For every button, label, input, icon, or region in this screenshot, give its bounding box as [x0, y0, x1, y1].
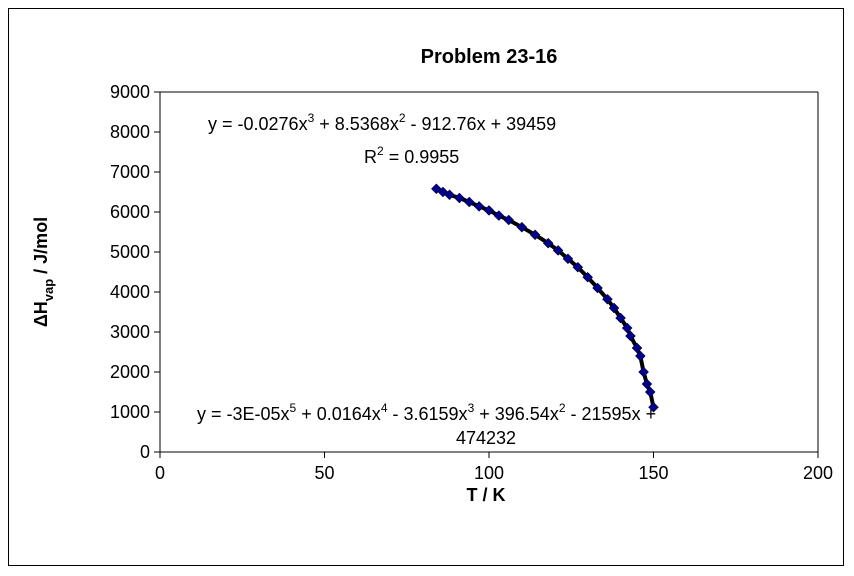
trendline-quintic-equation-line2: 474232	[456, 428, 516, 448]
data-point	[454, 192, 465, 204]
y-tick-label: 4000	[110, 282, 150, 302]
data-point	[648, 401, 659, 413]
data-point	[542, 237, 554, 249]
x-axis-label: T / K	[467, 485, 506, 505]
data-point	[529, 229, 541, 241]
y-axis-label-sub: vap	[41, 279, 56, 301]
x-tick-label: 0	[155, 463, 165, 483]
data-point	[493, 210, 505, 221]
y-ticks: 0 1000 2000 3000 4000 5000 6000 7000 8000 9000	[110, 82, 160, 462]
x-tick-label: 100	[474, 463, 504, 483]
y-axis-label: ΔHvap / J/mol	[31, 217, 56, 327]
data-point	[552, 245, 564, 256]
y-axis-label-main: H	[31, 301, 51, 314]
x-tick-label: 150	[638, 463, 668, 483]
y-axis-label-rest: / J/mol	[31, 217, 51, 279]
chart-frame	[8, 8, 844, 566]
data-point	[444, 189, 455, 201]
trendline-quintic-equation: y = -3E-05x5 + 0.0164x4 - 3.6159x3 + 396…	[197, 401, 656, 424]
y-tick-label: 1000	[110, 402, 150, 422]
data-point	[631, 342, 643, 354]
trendline-curve	[435, 187, 656, 408]
data-point	[638, 366, 649, 378]
data-point	[644, 386, 656, 398]
data-point	[562, 253, 574, 265]
data-point	[621, 322, 633, 334]
plot-area: 0 1000 2000 3000 4000 5000 6000 7000 8000 9000 0 5…	[110, 82, 833, 483]
x-tick-label: 50	[314, 463, 334, 483]
y-tick-label: 3000	[110, 322, 150, 342]
data-point	[503, 214, 515, 226]
data-point	[592, 282, 603, 294]
data-point	[615, 312, 626, 324]
data-points	[431, 183, 659, 413]
x-tick-label: 200	[803, 463, 833, 483]
y-tick-label: 9000	[110, 82, 150, 102]
data-point	[473, 201, 485, 212]
data-point	[483, 205, 495, 216]
trendline-cubic-r2: R2 = 0.9955	[364, 144, 459, 167]
trendline-cubic-equation: y = -0.0276x3 + 8.5368x2 - 912.76x + 394…	[208, 111, 556, 134]
data-point	[582, 271, 594, 283]
chart-title: Problem 23-16	[421, 46, 558, 68]
data-point	[516, 221, 528, 233]
data-point	[463, 196, 475, 208]
y-tick-label: 0	[140, 442, 150, 462]
y-tick-label: 2000	[110, 362, 150, 382]
y-tick-label: 6000	[110, 202, 150, 222]
data-point	[634, 350, 646, 362]
x-ticks: 0 50 100 150 200	[155, 452, 833, 483]
data-point	[641, 378, 653, 390]
data-point	[572, 261, 584, 273]
data-point	[608, 302, 620, 314]
y-tick-label: 8000	[110, 122, 150, 142]
y-axis-label-delta: Δ	[31, 314, 51, 327]
y-tick-label: 7000	[110, 162, 150, 182]
data-point	[625, 330, 636, 342]
y-tick-label: 5000	[110, 242, 150, 262]
data-point	[602, 293, 613, 305]
